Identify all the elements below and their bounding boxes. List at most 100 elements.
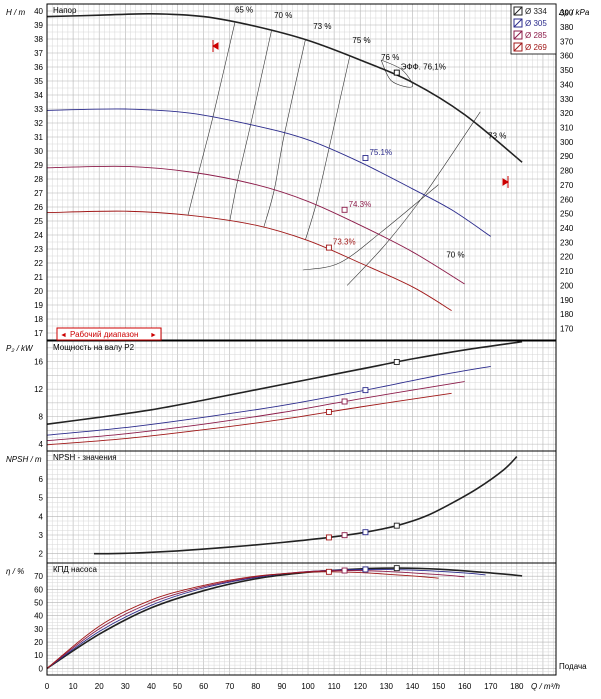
y-tick-label: 36	[34, 63, 43, 72]
y-tick-label: 20	[34, 287, 43, 296]
y-tick-label: 35	[34, 77, 43, 86]
y-right-tick-label: 350	[560, 66, 574, 75]
ticks-layer: 1718192021222324252627282930313233343536…	[34, 7, 574, 691]
curve-d334	[47, 12, 523, 163]
x-tick-label: 110	[328, 682, 341, 691]
y-tick-label: 39	[34, 21, 43, 30]
legend-entry-305: Ø 305	[513, 18, 547, 28]
y-right-tick-label: 270	[560, 181, 574, 190]
bep-marker	[362, 529, 369, 536]
y-right-tick-label: 220	[560, 253, 574, 262]
efficiency-iso-loop	[380, 59, 413, 88]
eff-panel-title: КПД насоса	[53, 565, 97, 574]
curve-d305	[47, 365, 491, 436]
y-tick-label: 28	[34, 175, 43, 184]
y-right-tick-label: 210	[560, 267, 574, 276]
bep-marker	[325, 244, 332, 251]
y-tick-label: 18	[34, 315, 43, 324]
bep-label: ЭФФ. 76,1%	[401, 63, 446, 72]
y-tick-label: 21	[34, 273, 43, 282]
x-tick-label: 180	[510, 682, 524, 691]
curve-d269	[47, 210, 452, 311]
bep-label: 73.3%	[333, 238, 356, 247]
y-tick-label: 16	[34, 358, 43, 367]
y-tick-label: 26	[34, 203, 43, 212]
npsh-y-axis-title: NPSH / m	[6, 455, 42, 464]
y-right-tick-label: 280	[560, 167, 574, 176]
y-tick-label: 12	[34, 385, 43, 394]
y-tick-label: 2	[39, 550, 44, 559]
x-tick-label: 20	[95, 682, 104, 691]
x-tick-label: 90	[277, 682, 286, 691]
efficiency-label: 65 %	[235, 5, 253, 14]
y-tick-label: 24	[34, 231, 43, 240]
curve-d269	[47, 392, 452, 446]
y-right-tick-label: 180	[560, 310, 574, 319]
curve-d269	[47, 571, 439, 669]
y-tick-label: 40	[34, 612, 43, 621]
x-tick-label: 140	[406, 682, 420, 691]
efficiency-label: 75 %	[352, 36, 370, 45]
y-tick-label: 38	[34, 35, 43, 44]
efficiency-label: 76 %	[381, 53, 399, 62]
y-tick-label: 4	[39, 440, 44, 449]
x-tick-label: 70	[225, 682, 234, 691]
svg-text:Ø 305: Ø 305	[525, 19, 547, 28]
y-right-tick-label: 290	[560, 152, 574, 161]
eff-y-axis-title: η / %	[6, 567, 24, 576]
y-tick-label: 6	[39, 475, 44, 484]
bep-marker	[393, 359, 400, 365]
grid-layer	[46, 3, 556, 676]
curve-d305	[47, 108, 491, 237]
bep-marker	[341, 398, 348, 405]
efficiency-label: 73 %	[313, 22, 331, 31]
bep-marker	[341, 532, 348, 539]
y-tick-label: 60	[34, 585, 43, 594]
bep-marker	[362, 387, 369, 394]
panel-curves-group	[47, 341, 523, 446]
y-tick-label: 30	[34, 147, 43, 156]
operating-range-label: Рабочий диапазон	[70, 330, 138, 339]
y-right-tick-label: 330	[560, 95, 574, 104]
y-right-tick-label: 190	[560, 296, 574, 305]
x-tick-label: 50	[173, 682, 182, 691]
svg-text:Ø 334: Ø 334	[525, 7, 547, 16]
y-right-tick-label: 200	[560, 281, 574, 290]
operating-range-arrow-right: ►	[150, 332, 157, 339]
bep-marker	[362, 155, 369, 161]
x-tick-label: 160	[458, 682, 472, 691]
head-y-axis-title: H / m	[6, 8, 25, 17]
bep-marker	[341, 567, 348, 574]
y-right-tick-label: 360	[560, 52, 574, 61]
efficiency-label: 73 %	[488, 131, 506, 140]
y-tick-label: 8	[39, 413, 44, 422]
head-panel-title: Напор	[53, 6, 77, 15]
bep-marker	[325, 409, 332, 415]
panel-frame	[46, 3, 557, 341]
y-right-tick-label: 380	[560, 23, 574, 32]
y-tick-label: 3	[39, 531, 44, 540]
x-tick-label: 60	[199, 682, 208, 691]
bep-marker	[393, 565, 400, 572]
panel-curves-group	[93, 456, 518, 555]
legend-entry-334: Ø 334	[513, 6, 547, 16]
bep-label: 74.3%	[349, 200, 372, 209]
y-right-tick-label: 300	[560, 138, 574, 147]
legend-entry-269: Ø 269	[513, 42, 547, 52]
efficiency-iso-line	[305, 56, 351, 240]
y-tick-label: 5	[39, 494, 44, 503]
y-tick-label: 19	[34, 301, 43, 310]
y-tick-label: 23	[34, 245, 43, 254]
bep-label: 75.1%	[369, 148, 392, 157]
y-right-tick-label: 260	[560, 195, 574, 204]
frames-layer	[46, 3, 557, 676]
bep-marker	[362, 566, 369, 573]
y-tick-label: 25	[34, 217, 43, 226]
bep-marker	[393, 522, 400, 529]
x-tick-label: 10	[69, 682, 78, 691]
y-tick-label: 32	[34, 119, 43, 128]
y-right-tick-label: 390	[560, 9, 574, 18]
x-tick-label: 40	[147, 682, 156, 691]
operating-range-arrow-left: ◄	[60, 332, 67, 339]
legend-entry-285: Ø 285	[513, 30, 547, 40]
